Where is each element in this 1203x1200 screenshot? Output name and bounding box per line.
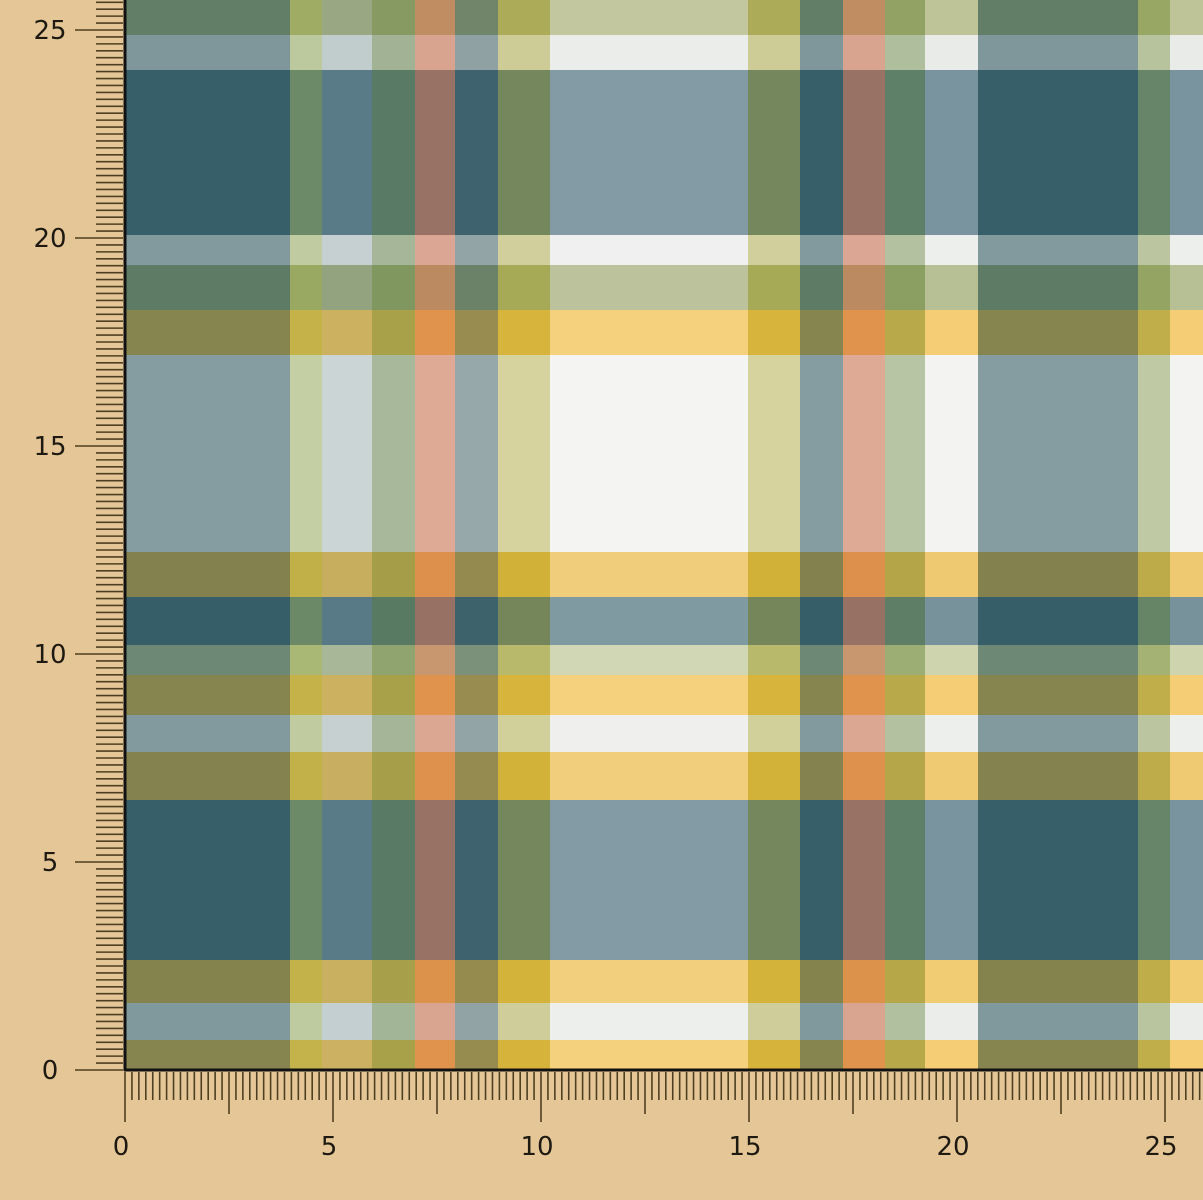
warp-stripe [1138,0,1170,1070]
warp-stripe [415,0,455,1070]
y-label: 10 [33,640,66,670]
x-label: 25 [1144,1132,1177,1162]
x-label: 5 [321,1132,338,1162]
x-label: 10 [520,1132,553,1162]
x-label: 15 [728,1132,761,1162]
warp-stripe [498,0,550,1070]
warp-stripe [748,0,800,1070]
warp-stripe [290,0,322,1070]
warp-stripe [885,0,925,1070]
y-label: 0 [42,1056,59,1086]
plaid-fabric-image [125,0,1203,1070]
y-label: 15 [33,432,66,462]
x-label: 20 [936,1132,969,1162]
warp-stripe [322,0,372,1070]
y-ruler-labels: 0 5 10 15 20 25 [33,16,66,1086]
warp-stripe [843,0,885,1070]
warp-stripe [372,0,415,1070]
ruler-axes [75,0,1203,1122]
warp-stripe [925,0,978,1070]
y-label: 25 [33,16,66,46]
warp-stripe [125,0,290,1070]
warp-stripe [455,0,498,1070]
y-label: 20 [33,224,66,254]
y-label: 5 [42,848,59,878]
x-ruler-labels: 0 5 10 15 20 25 [113,1132,1178,1162]
warp-stripe [800,0,843,1070]
warp-stripe [978,0,1138,1070]
warp-stripe [1170,0,1203,1070]
warp-stripe [550,0,748,1070]
x-label: 0 [113,1132,130,1162]
